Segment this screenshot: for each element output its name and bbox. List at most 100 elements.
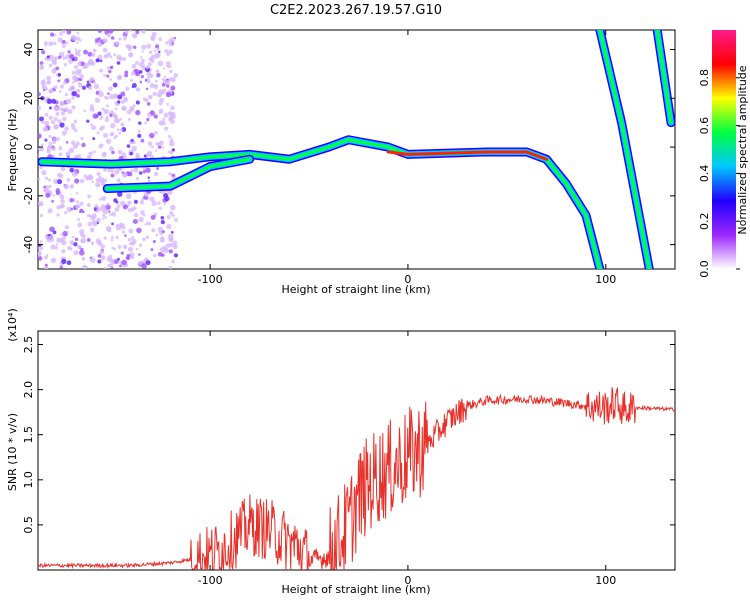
noise-point xyxy=(57,119,62,124)
noise-point xyxy=(101,107,105,111)
noise-point xyxy=(48,115,53,120)
noise-point xyxy=(66,30,72,35)
noise-point xyxy=(161,146,165,149)
noise-point xyxy=(39,61,44,66)
noise-point xyxy=(47,80,52,85)
noise-point xyxy=(59,122,65,128)
noise-point xyxy=(152,91,157,97)
noise-point xyxy=(44,99,48,103)
noise-point xyxy=(162,118,166,122)
noise-point xyxy=(124,30,129,34)
noise-point xyxy=(133,167,139,173)
noise-point xyxy=(138,121,142,125)
noise-point xyxy=(96,217,101,223)
noise-point xyxy=(83,62,90,69)
noise-point xyxy=(46,55,50,59)
noise-point xyxy=(163,202,166,206)
noise-point xyxy=(91,125,97,131)
noise-point xyxy=(56,237,62,243)
noise-point xyxy=(96,206,102,212)
snr-marks xyxy=(38,386,675,570)
noise-point xyxy=(44,263,48,267)
noise-point xyxy=(116,74,123,81)
noise-point xyxy=(43,187,48,193)
noise-point xyxy=(86,80,90,84)
noise-point xyxy=(153,114,158,119)
noise-point xyxy=(44,255,48,260)
colorbar-ticks: 0.0 0.2 0.4 0.6 0.8 xyxy=(698,69,740,278)
noise-point xyxy=(120,91,126,97)
noise-point xyxy=(116,204,121,208)
noise-point xyxy=(99,89,102,92)
noise-point xyxy=(110,238,114,242)
snr-ylabel: SNR (10 * v/v) xyxy=(6,413,19,491)
noise-point xyxy=(116,128,120,131)
x-tick-label: -100 xyxy=(198,574,223,587)
noise-point xyxy=(73,168,77,171)
noise-point xyxy=(52,60,58,66)
noise-point xyxy=(123,37,127,41)
noise-point xyxy=(149,132,155,139)
noise-point xyxy=(138,253,141,256)
noise-point xyxy=(165,80,170,85)
noise-point xyxy=(100,255,106,261)
noise-point xyxy=(103,168,107,172)
noise-point xyxy=(106,66,110,70)
noise-point xyxy=(156,92,163,98)
noise-point xyxy=(54,246,59,250)
noise-point xyxy=(99,127,104,132)
noise-point xyxy=(65,98,72,105)
noise-point xyxy=(91,180,95,183)
noise-point xyxy=(167,64,172,69)
noise-point xyxy=(165,41,169,45)
noise-point xyxy=(64,211,68,215)
noise-point xyxy=(90,77,95,82)
noise-point xyxy=(165,61,169,65)
noise-point xyxy=(57,79,61,83)
noise-point xyxy=(86,119,90,123)
noise-point xyxy=(115,235,119,240)
noise-point xyxy=(131,238,137,245)
noise-point xyxy=(59,265,63,269)
noise-point xyxy=(135,71,141,77)
noise-point xyxy=(73,250,79,256)
noise-point xyxy=(69,53,75,59)
noise-point xyxy=(76,41,79,44)
noise-point xyxy=(129,30,133,32)
noise-point xyxy=(42,126,49,132)
noise-point xyxy=(44,44,47,47)
noise-point xyxy=(135,100,140,105)
noise-point xyxy=(145,167,151,173)
snr-plot-area xyxy=(37,330,676,571)
noise-point xyxy=(78,153,82,157)
noise-point xyxy=(54,106,60,112)
noise-point xyxy=(105,115,109,119)
y-tick-label: 1.0 xyxy=(22,471,35,489)
noise-point xyxy=(97,54,103,60)
noise-point xyxy=(168,42,173,47)
noise-point xyxy=(158,108,164,114)
noise-point xyxy=(38,92,41,96)
noise-point xyxy=(64,92,68,97)
noise-point xyxy=(151,228,156,233)
figure-title: C2E2.2023.267.19.57.G10 xyxy=(270,3,442,18)
noise-point xyxy=(168,172,172,176)
noise-point xyxy=(52,137,57,142)
noise-point xyxy=(66,178,71,182)
noise-point xyxy=(61,39,66,44)
noise-point xyxy=(59,174,64,178)
noise-point xyxy=(59,100,65,106)
noise-point xyxy=(100,244,106,249)
noise-point xyxy=(50,32,55,37)
noise-point xyxy=(111,246,115,250)
noise-point xyxy=(67,108,73,115)
noise-point xyxy=(69,85,75,91)
noise-point xyxy=(57,55,62,60)
noise-point xyxy=(157,251,163,257)
noise-point xyxy=(145,65,150,70)
noise-point xyxy=(44,41,48,46)
noise-point xyxy=(44,112,49,117)
noise-point xyxy=(108,69,112,74)
noise-point xyxy=(38,116,44,122)
noise-point xyxy=(150,145,154,149)
